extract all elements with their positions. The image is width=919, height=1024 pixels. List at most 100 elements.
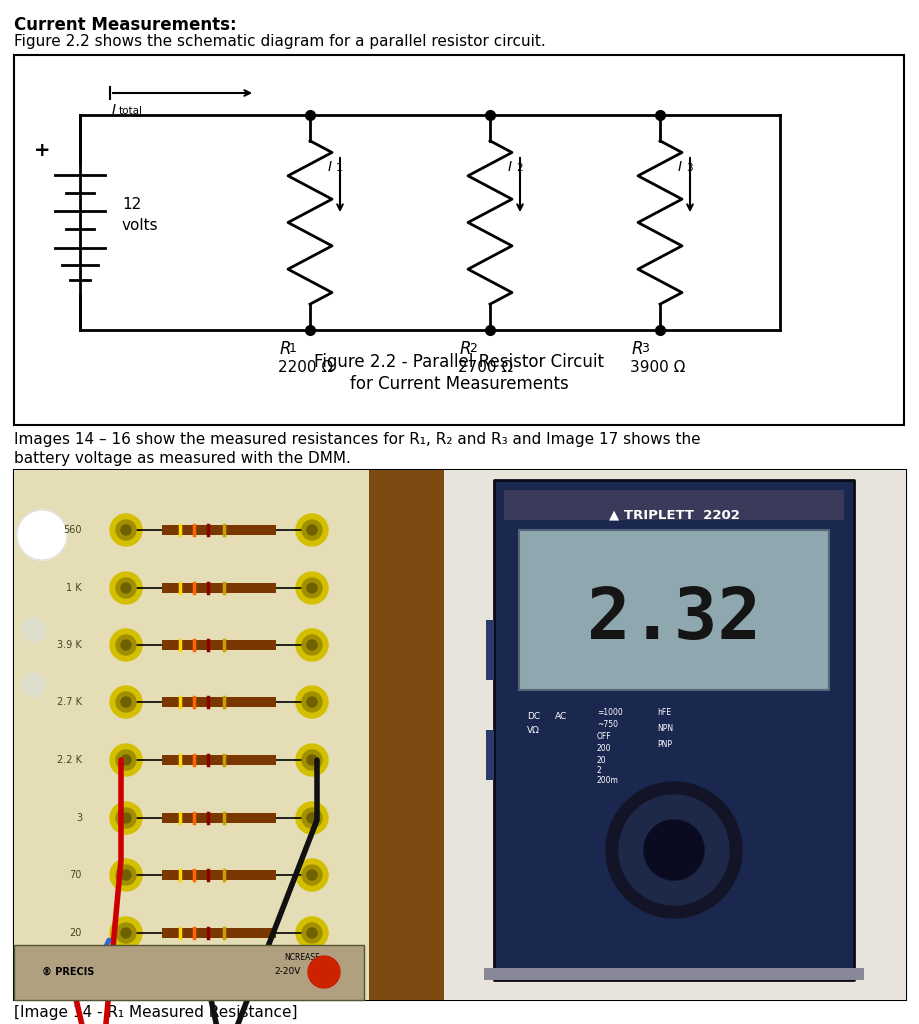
Circle shape [301, 520, 322, 540]
Circle shape [296, 918, 328, 949]
Bar [444, 470, 905, 1000]
Circle shape [121, 928, 130, 938]
Circle shape [110, 572, 142, 604]
Circle shape [110, 918, 142, 949]
Bar [162, 697, 276, 707]
Text: Images 14 – 16 show the measured resistances for R₁, R₂ and R₃ and Image 17 show: Images 14 – 16 show the measured resista… [14, 432, 700, 447]
Text: 2.32: 2.32 [586, 586, 760, 654]
Text: 2.7 K: 2.7 K [57, 697, 82, 707]
Circle shape [121, 870, 130, 880]
Circle shape [301, 923, 322, 943]
Text: NCREASE: NCREASE [284, 953, 320, 963]
Circle shape [116, 692, 136, 712]
Text: 2: 2 [596, 766, 601, 775]
Bar [14, 470, 444, 1000]
Circle shape [643, 820, 703, 880]
Circle shape [307, 640, 317, 650]
Text: 70: 70 [70, 870, 82, 880]
Text: 200: 200 [596, 744, 611, 753]
Circle shape [301, 692, 322, 712]
Circle shape [121, 583, 130, 593]
Circle shape [121, 525, 130, 535]
Circle shape [110, 629, 142, 662]
Circle shape [301, 750, 322, 770]
Circle shape [121, 697, 130, 707]
Text: OFF: OFF [596, 732, 611, 741]
Circle shape [121, 813, 130, 823]
Circle shape [296, 514, 328, 546]
Circle shape [116, 923, 136, 943]
Text: 3.9 K: 3.9 K [57, 640, 82, 650]
Text: 2.2 K: 2.2 K [57, 755, 82, 765]
Circle shape [116, 635, 136, 655]
Circle shape [296, 629, 328, 662]
Circle shape [110, 744, 142, 776]
Circle shape [110, 514, 142, 546]
Text: 200m: 200m [596, 776, 618, 785]
Circle shape [296, 744, 328, 776]
Text: battery voltage as measured with the DMM.: battery voltage as measured with the DMM… [14, 451, 350, 466]
Bar [504, 490, 843, 520]
Bar [14, 945, 364, 1000]
Circle shape [301, 635, 322, 655]
Circle shape [307, 525, 317, 535]
Circle shape [116, 865, 136, 885]
Circle shape [296, 572, 328, 604]
Circle shape [110, 686, 142, 718]
Circle shape [296, 859, 328, 891]
Text: =1000: =1000 [596, 708, 622, 717]
Circle shape [121, 755, 130, 765]
Text: 3900 Ω: 3900 Ω [630, 360, 685, 375]
Bar [518, 698, 828, 778]
Circle shape [121, 640, 130, 650]
Circle shape [307, 813, 317, 823]
Text: 3: 3 [641, 342, 648, 355]
Bar [485, 620, 494, 680]
Text: total: total [119, 106, 142, 116]
Circle shape [116, 750, 136, 770]
Text: 2700 Ω: 2700 Ω [458, 360, 513, 375]
Text: 2-20V: 2-20V [274, 968, 300, 977]
Circle shape [296, 802, 328, 834]
Text: 20: 20 [70, 928, 82, 938]
Text: DC: DC [527, 712, 539, 721]
Text: ~750: ~750 [596, 720, 618, 729]
Circle shape [116, 520, 136, 540]
Bar [518, 530, 828, 690]
Text: 560: 560 [63, 525, 82, 535]
Bar [162, 583, 276, 593]
Text: R: R [460, 340, 471, 358]
Circle shape [22, 618, 46, 642]
Circle shape [110, 802, 142, 834]
Text: R: R [631, 340, 642, 358]
Circle shape [296, 686, 328, 718]
Text: VΩ: VΩ [527, 726, 539, 735]
Circle shape [606, 782, 742, 918]
Text: I: I [507, 160, 512, 174]
Bar [14, 470, 905, 1000]
Text: Figure 2.2 - Parallel Resistor Circuit: Figure 2.2 - Parallel Resistor Circuit [313, 353, 604, 371]
Circle shape [308, 956, 340, 988]
Circle shape [307, 697, 317, 707]
Text: [Image 14 - R₁ Measured Resistance]: [Image 14 - R₁ Measured Resistance] [14, 1005, 297, 1020]
Bar [369, 470, 444, 1000]
Bar [162, 928, 276, 938]
Text: 2: 2 [516, 163, 522, 173]
Circle shape [307, 928, 317, 938]
Circle shape [116, 578, 136, 598]
Circle shape [17, 510, 67, 560]
Circle shape [301, 578, 322, 598]
Circle shape [116, 808, 136, 828]
Bar [485, 730, 494, 780]
Text: I: I [112, 103, 116, 117]
Text: Figure 2.2 shows the schematic diagram for a parallel resistor circuit.: Figure 2.2 shows the schematic diagram f… [14, 34, 545, 49]
Text: 1: 1 [335, 163, 342, 173]
Bar [494, 480, 853, 980]
Text: I: I [677, 160, 681, 174]
Text: I: I [328, 160, 332, 174]
Bar [162, 870, 276, 880]
Text: hFE: hFE [656, 708, 670, 717]
Bar [162, 525, 276, 535]
Text: 1: 1 [289, 342, 297, 355]
Text: 20: 20 [596, 756, 606, 765]
